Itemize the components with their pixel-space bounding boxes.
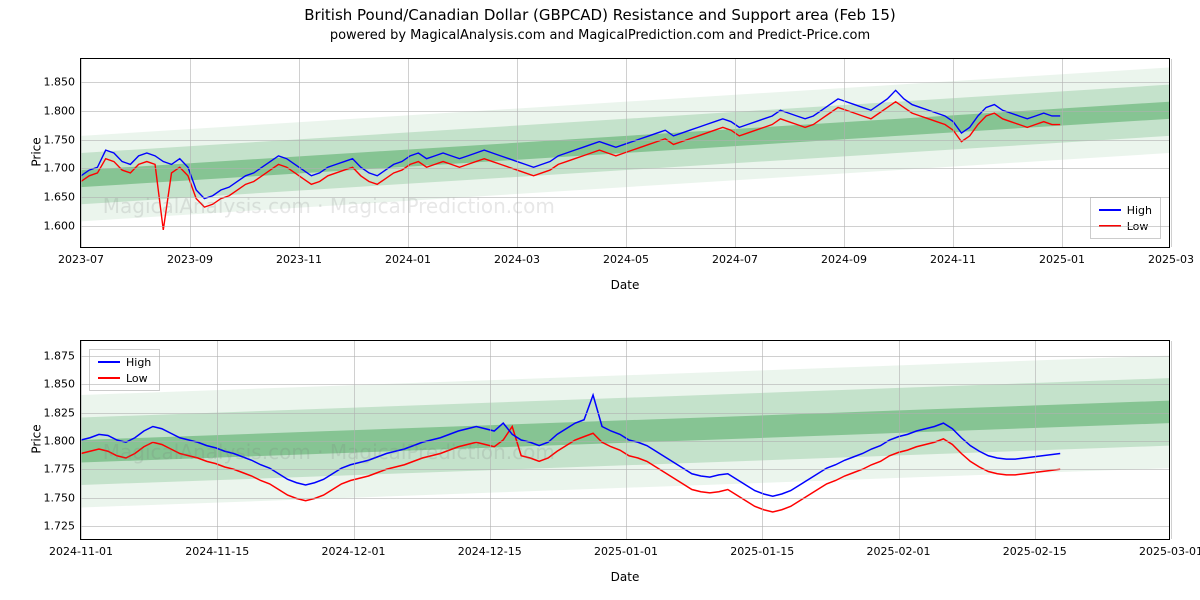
y-tick-label: 1.700: [44, 162, 76, 175]
gridline-v: [844, 59, 845, 247]
x-tick-label: 2025-02-01: [867, 545, 931, 558]
gridline-h: [81, 469, 1169, 470]
gridline-h: [81, 82, 1169, 83]
x-tick-label: 2024-09: [821, 253, 867, 266]
x-tick-label: 2025-03: [1148, 253, 1194, 266]
legend-swatch-high: [98, 361, 120, 363]
x-tick-label: 2023-11: [276, 253, 322, 266]
gridline-h: [81, 498, 1169, 499]
x-tick-label: 2025-01-01: [594, 545, 658, 558]
gridline-v: [81, 59, 82, 247]
y-axis-label-bottom: Price: [30, 424, 44, 453]
y-tick-label: 1.875: [44, 349, 76, 362]
x-tick-label: 2024-12-15: [458, 545, 522, 558]
x-axis-label-bottom: Date: [80, 570, 1170, 584]
gridline-h: [81, 413, 1169, 414]
gridline-v: [626, 341, 627, 539]
gridline-h: [81, 526, 1169, 527]
x-tick-label: 2024-07: [712, 253, 758, 266]
x-tick-label: 2025-03-01: [1139, 545, 1200, 558]
gridline-v: [490, 341, 491, 539]
figure: British Pound/Canadian Dollar (GBPCAD) R…: [0, 0, 1200, 600]
gridline-h: [81, 140, 1169, 141]
top-chart-panel: MagicalAnalysis.com · MagicalPrediction.…: [80, 58, 1170, 248]
x-tick-label: 2025-01-15: [730, 545, 794, 558]
bottom-chart-svg: [81, 341, 1169, 539]
x-tick-label: 2023-09: [167, 253, 213, 266]
y-tick-label: 1.725: [44, 520, 76, 533]
legend-label-low: Low: [126, 372, 148, 385]
gridline-h: [81, 226, 1169, 227]
x-tick-label: 2025-01: [1039, 253, 1085, 266]
legend-label-high: High: [126, 356, 151, 369]
gridline-h: [81, 441, 1169, 442]
y-tick-label: 1.600: [44, 219, 76, 232]
legend-label-high: High: [1127, 204, 1152, 217]
gridline-v: [626, 59, 627, 247]
gridline-h: [81, 197, 1169, 198]
x-tick-label: 2024-12-01: [322, 545, 386, 558]
x-tick-label: 2023-07: [58, 253, 104, 266]
x-tick-label: 2025-02-15: [1003, 545, 1067, 558]
gridline-v: [217, 341, 218, 539]
gridline-h: [81, 111, 1169, 112]
top-chart-svg: [81, 59, 1169, 247]
gridline-h: [81, 356, 1169, 357]
gridline-v: [762, 341, 763, 539]
y-tick-label: 1.850: [44, 76, 76, 89]
y-axis-label-top: Price: [30, 137, 44, 166]
y-tick-label: 1.650: [44, 191, 76, 204]
gridline-v: [899, 341, 900, 539]
y-tick-label: 1.775: [44, 463, 76, 476]
gridline-v: [354, 341, 355, 539]
y-tick-label: 1.750: [44, 491, 76, 504]
x-tick-label: 2024-05: [603, 253, 649, 266]
x-tick-label: 2024-03: [494, 253, 540, 266]
bottom-chart-panel: MagicalAnalysis.com · MagicalPrediction.…: [80, 340, 1170, 540]
x-tick-label: 2024-11-01: [49, 545, 113, 558]
x-tick-label: 2024-01: [385, 253, 431, 266]
gridline-h: [81, 384, 1169, 385]
gridline-v: [299, 59, 300, 247]
x-tick-label: 2024-11: [930, 253, 976, 266]
y-tick-label: 1.750: [44, 133, 76, 146]
y-tick-label: 1.800: [44, 435, 76, 448]
gridline-v: [408, 59, 409, 247]
chart-title: British Pound/Canadian Dollar (GBPCAD) R…: [0, 6, 1200, 24]
legend-swatch-high: [1099, 209, 1121, 211]
chart-subtitle: powered by MagicalAnalysis.com and Magic…: [0, 28, 1200, 43]
y-tick-label: 1.825: [44, 406, 76, 419]
y-tick-label: 1.800: [44, 104, 76, 117]
gridline-v: [1062, 59, 1063, 247]
y-tick-label: 1.850: [44, 378, 76, 391]
legend-item-high: High: [1099, 202, 1152, 218]
gridline-v: [190, 59, 191, 247]
gridline-v: [1171, 341, 1172, 539]
gridline-v: [81, 341, 82, 539]
x-tick-label: 2024-11-15: [185, 545, 249, 558]
gridline-v: [517, 59, 518, 247]
gridline-v: [953, 59, 954, 247]
gridline-v: [735, 59, 736, 247]
gridline-v: [1171, 59, 1172, 247]
gridline-v: [1035, 341, 1036, 539]
legend-swatch-low: [98, 377, 120, 379]
gridline-h: [81, 168, 1169, 169]
legend-top: High Low: [1090, 197, 1161, 239]
x-axis-label-top: Date: [80, 278, 1170, 292]
